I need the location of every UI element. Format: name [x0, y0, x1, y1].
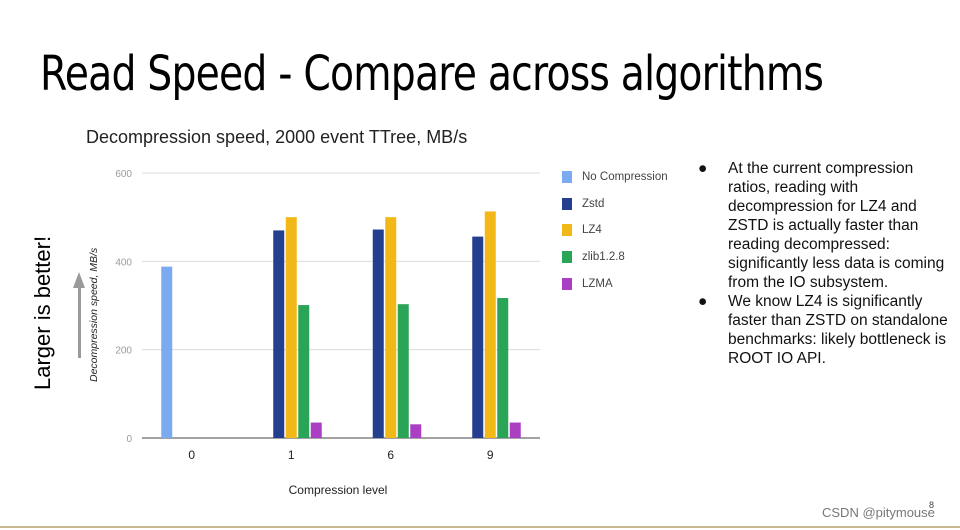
legend-swatch — [562, 171, 572, 184]
x-tick-label: 9 — [487, 448, 494, 460]
x-tick-label: 0 — [188, 448, 195, 460]
chart-title: Decompression speed, 2000 event TTree, M… — [86, 127, 468, 147]
bar — [161, 266, 173, 438]
notes-list: ● At the current compression ratios, rea… — [698, 159, 948, 368]
legend-swatch — [562, 197, 572, 210]
watermark: CSDN @pitymouse — [822, 505, 935, 520]
legend-swatch — [562, 277, 572, 290]
legend-label: LZMA — [582, 277, 613, 290]
bottom-divider — [0, 526, 960, 528]
note-item: ● We know LZ4 is significantly faster th… — [698, 292, 948, 368]
bar — [310, 422, 322, 438]
legend-swatch — [562, 251, 572, 264]
legend-label: LZ4 — [582, 224, 602, 237]
legend-item-no-compression: No Compression — [562, 164, 668, 191]
bar — [385, 217, 397, 438]
legend-label: zlib1.2.8 — [582, 251, 625, 264]
legend-item-lz4: LZ4 — [562, 217, 668, 244]
legend-label: Zstd — [582, 197, 605, 210]
x-axis-label: Compression level — [288, 483, 388, 497]
bar — [285, 217, 297, 438]
legend-label: No Compression — [582, 171, 668, 184]
bar — [497, 297, 509, 438]
x-tick-label: 6 — [387, 448, 394, 460]
up-arrow-shaft — [78, 288, 81, 358]
y-tick-label: 400 — [115, 257, 132, 268]
bar — [397, 304, 409, 438]
up-arrow-icon — [73, 272, 85, 288]
page-number: 8 — [929, 500, 935, 510]
y-tick-label: 0 — [126, 434, 132, 445]
bullet-icon: ● — [698, 160, 708, 177]
slide-title: Read Speed - Compare across algorithms — [40, 46, 824, 102]
note-text: We know LZ4 is significantly faster than… — [728, 293, 948, 367]
legend-swatch — [562, 224, 572, 237]
bar — [509, 422, 521, 438]
bar — [410, 424, 422, 438]
larger-is-better-label: Larger is better! — [30, 235, 55, 390]
legend-item-zlib: zlib1.2.8 — [562, 244, 668, 271]
bar-chart: 0 200 400 600 0 1 6 9 — [115, 169, 540, 460]
bar — [298, 305, 310, 438]
bar — [372, 229, 384, 438]
x-tick-label: 1 — [288, 448, 295, 460]
bar — [484, 211, 496, 438]
chart-legend: No Compression Zstd LZ4 zlib1.2.8 LZMA — [562, 164, 668, 297]
bullet-icon: ● — [698, 293, 708, 310]
legend-item-zstd: Zstd — [562, 191, 668, 218]
bar — [273, 230, 285, 438]
y-tick-label: 600 — [115, 169, 132, 180]
note-item: ● At the current compression ratios, rea… — [698, 159, 948, 292]
y-tick-label: 200 — [115, 346, 132, 357]
legend-item-lzma: LZMA — [562, 270, 668, 297]
bar — [472, 236, 484, 438]
note-text: At the current compression ratios, readi… — [728, 160, 945, 291]
